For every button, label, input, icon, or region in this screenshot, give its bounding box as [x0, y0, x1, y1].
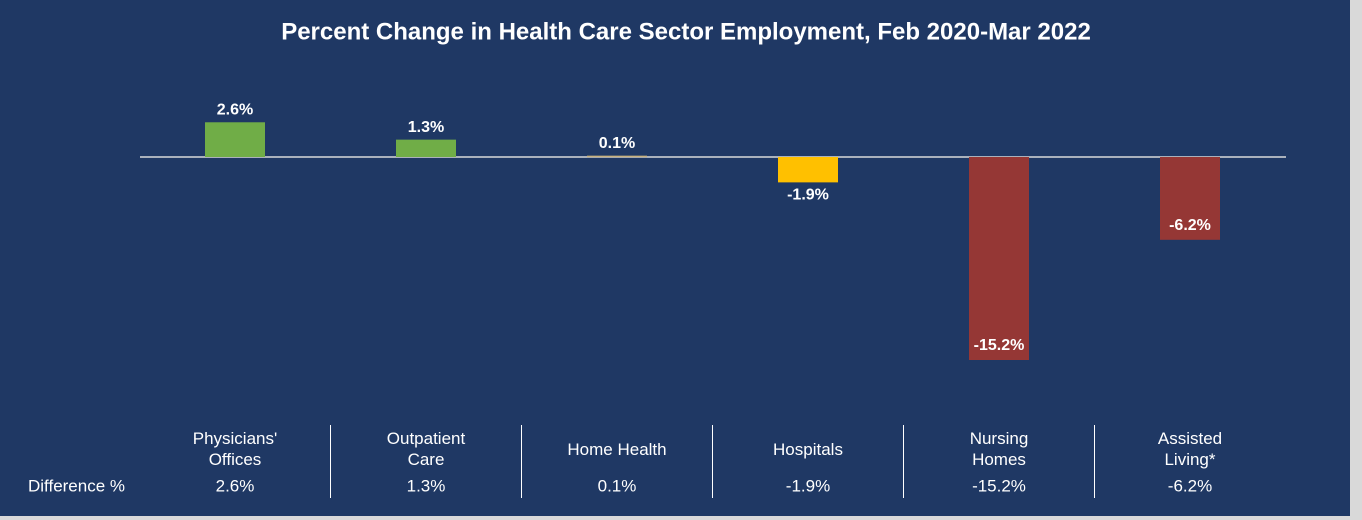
bar: [396, 139, 456, 157]
data-label: -15.2%: [974, 337, 1025, 354]
data-label: 1.3%: [408, 119, 444, 136]
data-label: 0.1%: [599, 135, 635, 152]
category-label: Outpatient Care: [386, 429, 466, 469]
table-value: 0.1%: [598, 476, 637, 495]
bar: [969, 157, 1029, 360]
bar: [205, 122, 265, 157]
table-value: -15.2%: [972, 476, 1026, 495]
category-label: Nursing Homes: [969, 429, 1029, 469]
bar: [778, 157, 838, 183]
table-value: -1.9%: [786, 476, 830, 495]
data-label: -6.2%: [1169, 217, 1211, 234]
chart-title: Percent Change in Health Care Sector Emp…: [281, 18, 1091, 45]
bar: [1160, 157, 1220, 240]
data-label: -1.9%: [787, 187, 829, 204]
category-label: Home Health: [567, 439, 667, 459]
table-value: -6.2%: [1168, 476, 1212, 495]
table-value: 1.3%: [407, 476, 446, 495]
bar: [587, 155, 647, 158]
table-row-label: Difference %: [28, 476, 125, 495]
table-value: 2.6%: [216, 476, 255, 495]
category-label: Physicians' Offices: [192, 429, 278, 469]
data-label: 2.6%: [217, 101, 253, 118]
category-label: Assisted Living*: [1157, 429, 1223, 469]
category-label: Hospitals: [773, 439, 843, 459]
